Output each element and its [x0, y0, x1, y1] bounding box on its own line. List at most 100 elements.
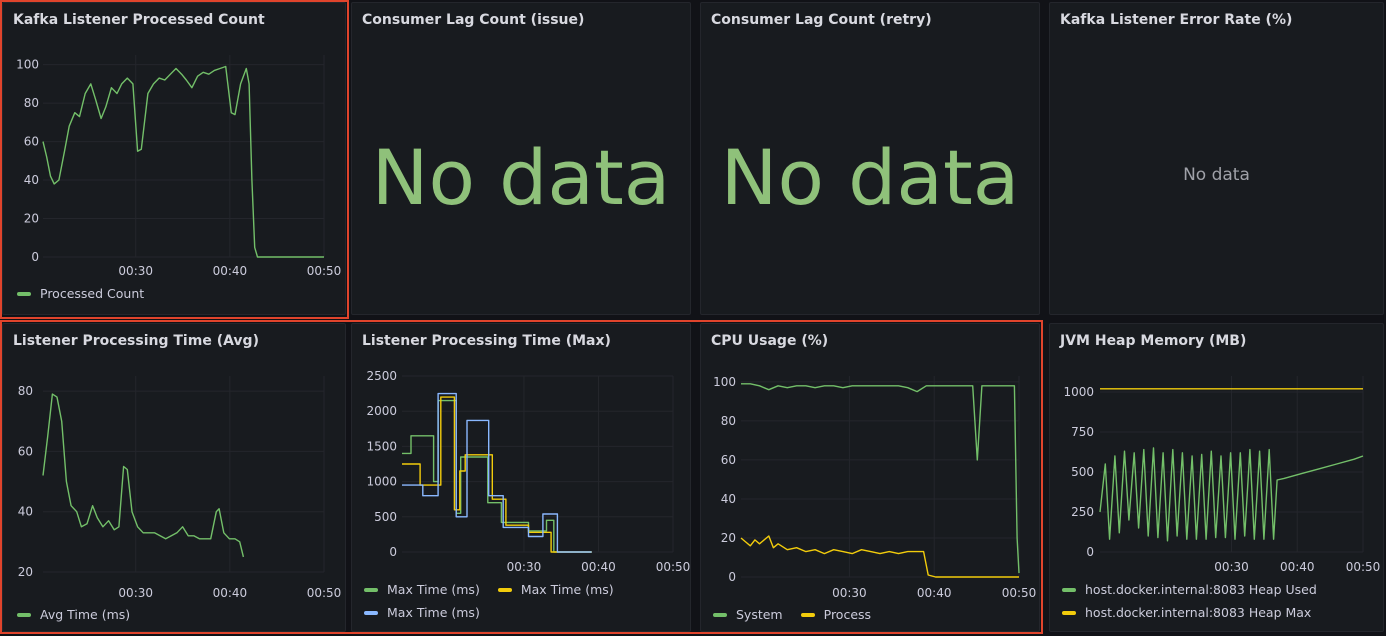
panel-consumer-lag-count-retry[interactable]: Consumer Lag Count (retry) No data	[700, 2, 1040, 315]
legend-label: host.docker.internal:8083 Heap Max	[1085, 605, 1312, 620]
legend: Processed Count	[17, 286, 144, 301]
legend-swatch	[17, 291, 31, 296]
legend-swatch	[713, 612, 727, 617]
chart-processing-time-max: 0 500 1000 1500 2000 2500 00:30 00:40 00:50	[366, 369, 691, 574]
legend: host.docker.internal:8083 Heap Used host.…	[1062, 582, 1382, 620]
panel-title: Consumer Lag Count (issue)	[362, 12, 585, 28]
panel-title: Kafka Listener Error Rate (%)	[1060, 12, 1293, 28]
y-tick-label: 60	[24, 135, 39, 149]
no-data-message: No data	[371, 133, 671, 222]
x-tick-label: 00:50	[656, 560, 691, 574]
chart-jvm-heap-memory: 0 250 500 750 1000 00:30 00:40 00:50	[1063, 376, 1381, 574]
panel-title: Kafka Listener Processed Count	[13, 12, 265, 28]
x-tick-label: 00:50	[1002, 586, 1037, 600]
x-tick-label: 00:30	[118, 264, 153, 278]
y-tick-label: 1000	[1063, 385, 1094, 399]
panel-kafka-listener-error-rate[interactable]: Kafka Listener Error Rate (%) No data	[1049, 2, 1384, 315]
series-line-1	[402, 399, 592, 553]
series-line-2	[740, 535, 1019, 578]
legend-swatch	[800, 612, 815, 617]
legend-item[interactable]: host.docker.internal:8083 Heap Used	[1062, 582, 1382, 597]
y-tick-label: 60	[721, 453, 736, 467]
y-tick-label: 40	[24, 173, 39, 187]
legend-item[interactable]: host.docker.internal:8083 Heap Max	[1062, 605, 1382, 620]
y-tick-label: 0	[728, 570, 736, 584]
legend-swatch	[1062, 610, 1076, 615]
legend-swatch	[364, 610, 378, 615]
y-tick-label: 2000	[366, 404, 397, 418]
legend-item[interactable]: Max Time (ms)	[364, 605, 480, 620]
x-tick-label: 00:30	[507, 560, 542, 574]
panel-title: JVM Heap Memory (MB)	[1060, 333, 1247, 349]
y-tick-label: 40	[18, 505, 33, 519]
y-tick-label: 20	[721, 531, 736, 545]
legend-label: System	[736, 607, 783, 622]
legend-swatch	[364, 587, 378, 592]
x-tick-label: 00:30	[1214, 560, 1249, 574]
y-tick-label: 1000	[366, 475, 397, 489]
x-tick-label: 00:40	[917, 586, 952, 600]
legend-swatch	[1062, 587, 1076, 592]
no-data-message: No data	[720, 133, 1020, 222]
chart-processing-time-avg: 20 40 60 80 00:30 00:40 00:50	[18, 376, 342, 600]
y-tick-label: 100	[713, 375, 736, 389]
legend-label: Max Time (ms)	[387, 582, 480, 597]
legend: System Process	[713, 607, 871, 622]
y-tick-label: 1500	[366, 439, 397, 453]
legend-label: host.docker.internal:8083 Heap Used	[1085, 582, 1317, 597]
x-tick-label: 00:40	[213, 264, 248, 278]
panel-jvm-heap-memory[interactable]: JVM Heap Memory (MB) 0 250 500 750 1000 00:30…	[1049, 323, 1384, 632]
series-line-2	[402, 396, 592, 553]
legend: Avg Time (ms)	[17, 607, 130, 622]
panel-kafka-listener-processed-count[interactable]: Kafka Listener Processed Count 0 20 40 60 80…	[2, 2, 346, 315]
legend-item[interactable]: System	[713, 607, 783, 622]
legend-item[interactable]: Max Time (ms)	[364, 582, 480, 597]
legend-label: Max Time (ms)	[387, 605, 480, 620]
legend-label: Max Time (ms)	[520, 582, 614, 597]
x-tick-label: 00:30	[118, 586, 153, 600]
y-tick-label: 80	[721, 414, 736, 428]
y-tick-label: 0	[389, 545, 397, 559]
y-tick-label: 750	[1071, 425, 1094, 439]
panel-title: CPU Usage (%)	[711, 333, 829, 349]
y-tick-label: 40	[721, 492, 736, 506]
panel-consumer-lag-count-issue[interactable]: Consumer Lag Count (issue) No data	[351, 2, 691, 315]
legend-label: Avg Time (ms)	[40, 607, 131, 622]
legend-item[interactable]: Processed Count	[17, 286, 144, 301]
y-tick-label: 100	[16, 58, 39, 72]
series-line-3	[402, 392, 592, 553]
y-tick-label: 20	[18, 565, 33, 579]
y-tick-label: 2500	[366, 369, 397, 383]
x-tick-label: 00:50	[1346, 560, 1381, 574]
x-tick-label: 00:40	[213, 586, 248, 600]
legend-swatch	[17, 612, 31, 617]
x-tick-label: 00:50	[307, 264, 342, 278]
panel-listener-processing-time-max[interactable]: Listener Processing Time (Max) 0 500 1000 1…	[351, 323, 691, 632]
y-tick-label: 500	[1071, 465, 1094, 479]
legend-item[interactable]: Avg Time (ms)	[17, 607, 130, 622]
panel-listener-processing-time-avg[interactable]: Listener Processing Time (Avg) 20 40 60 80 0…	[2, 323, 346, 632]
x-tick-label: 00:50	[307, 586, 342, 600]
panel-title: Listener Processing Time (Max)	[362, 333, 611, 349]
chart-cpu-usage: 0 20 40 60 80 100 00:30 00:40 00:50	[713, 375, 1037, 600]
y-tick-label: 80	[18, 384, 33, 398]
legend-label: Process	[823, 607, 872, 622]
y-tick-label: 500	[374, 510, 397, 524]
x-tick-label: 00:30	[832, 586, 867, 600]
y-tick-label: 60	[18, 444, 33, 458]
panel-cpu-usage[interactable]: CPU Usage (%) 0 20 40 60 80 100 00:30 00:40 00:5…	[700, 323, 1040, 632]
legend: Max Time (ms) Max Time (ms) Max Time (ms)	[364, 582, 684, 620]
legend-item[interactable]: Process	[800, 607, 872, 622]
series-line-1	[42, 393, 245, 558]
legend-item[interactable]: Max Time (ms)	[497, 582, 614, 597]
no-data-message: No data	[1183, 165, 1250, 185]
y-tick-label: 0	[31, 250, 39, 264]
x-tick-label: 00:40	[1280, 560, 1315, 574]
panel-title: Consumer Lag Count (retry)	[711, 12, 932, 28]
y-tick-label: 80	[24, 96, 39, 110]
legend-swatch	[497, 587, 512, 592]
x-tick-label: 00:40	[581, 560, 616, 574]
series-line-1	[1099, 447, 1364, 542]
panel-title: Listener Processing Time (Avg)	[13, 333, 259, 349]
y-tick-label: 250	[1071, 505, 1094, 519]
